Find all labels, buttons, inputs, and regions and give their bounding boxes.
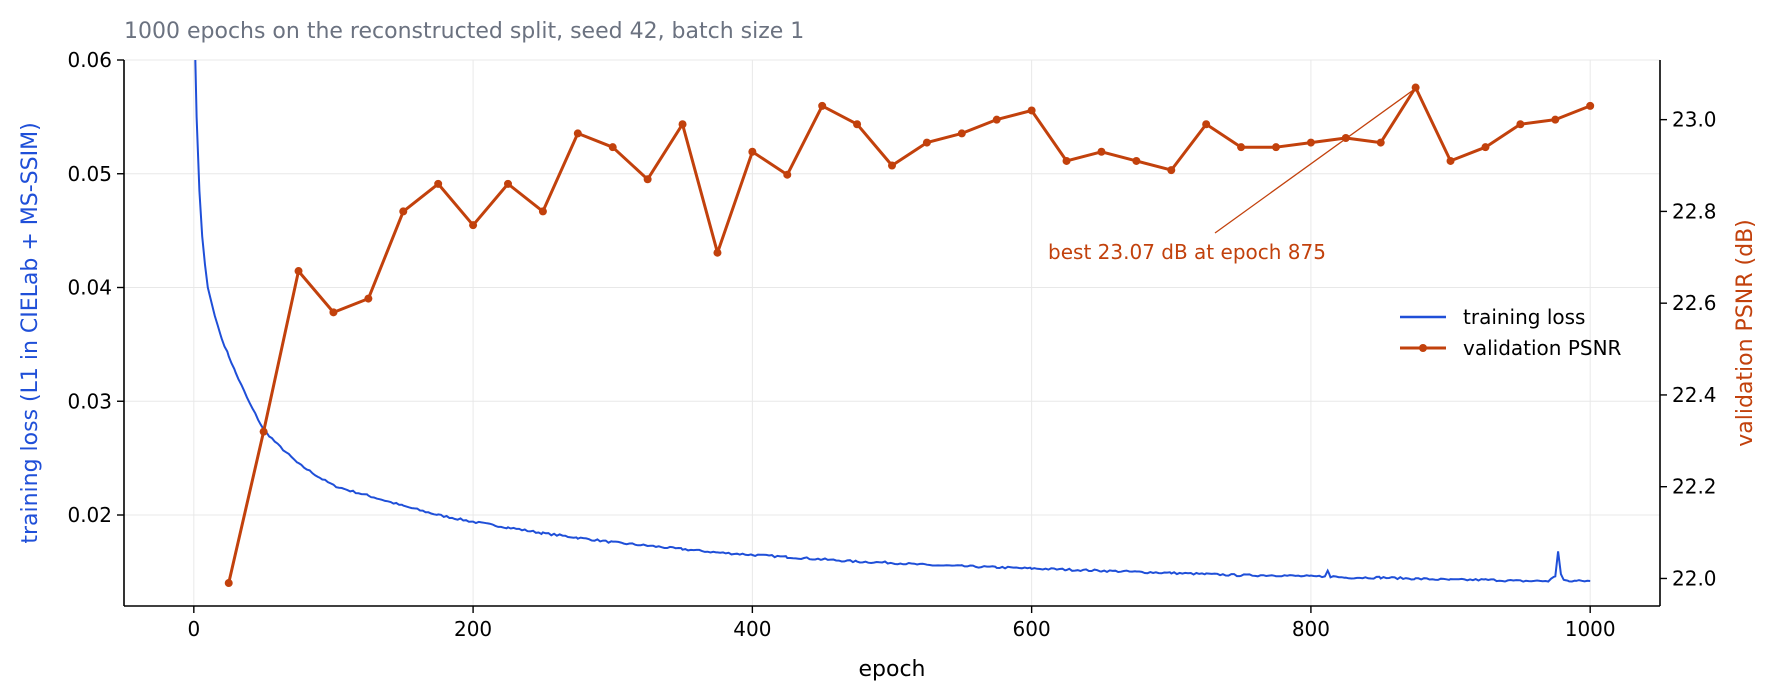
validation-psnr-point	[748, 147, 757, 156]
legend-marker-validation-psnr	[1419, 344, 1427, 352]
validation-psnr-point	[853, 120, 862, 129]
y-right-axis-title: validation PSNR (dB)	[1733, 219, 1758, 447]
annotation-label: best 23.07 dB at epoch 875	[1048, 240, 1326, 264]
training-loss-series	[194, 60, 1591, 583]
x-tick-label: 800	[1292, 617, 1330, 641]
validation-psnr-point	[1411, 83, 1420, 92]
validation-psnr-point	[504, 179, 512, 188]
x-axis-title: epoch	[859, 657, 926, 682]
validation-psnr-line	[227, 86, 1591, 584]
y-right-tick-label: 22.6	[1672, 291, 1717, 315]
x-tick-label: 400	[733, 617, 771, 641]
validation-psnr-point	[957, 129, 966, 138]
validation-psnr-point	[329, 308, 338, 317]
validation-psnr-point	[608, 143, 617, 152]
y-left-tick-label: 0.04	[67, 276, 112, 300]
y-left-tick-label: 0.03	[67, 389, 112, 413]
validation-psnr-point	[1272, 143, 1280, 152]
validation-psnr-point	[259, 427, 268, 436]
y-right-tick-label: 22.4	[1672, 383, 1717, 407]
validation-psnr-point	[992, 115, 1001, 124]
y-left-axis-title: training loss (L1 in CIELab + MS-SSIM)	[18, 122, 43, 543]
y-right-tick-label: 22.0	[1672, 566, 1717, 590]
validation-psnr-point	[399, 207, 408, 216]
legend-label-validation-psnr: validation PSNR	[1463, 336, 1622, 360]
x-tick-label: 200	[454, 617, 492, 641]
x-tick-label: 1000	[1565, 617, 1616, 641]
validation-psnr-point	[294, 267, 303, 276]
legend: training loss validation PSNR	[1400, 305, 1622, 360]
y-left-tick-label: 0.05	[67, 162, 112, 186]
validation-psnr-point	[469, 221, 478, 230]
validation-psnr-point	[1237, 143, 1246, 152]
y-right-tick-label: 22.2	[1672, 475, 1717, 499]
x-tick-label: 600	[1013, 617, 1051, 641]
chart-subtitle: 1000 epochs on the reconstructed split, …	[124, 19, 804, 44]
validation-psnr-point	[1062, 156, 1071, 165]
legend-label-training-loss: training loss	[1463, 305, 1585, 329]
validation-psnr-point	[364, 294, 373, 303]
validation-psnr-point	[678, 120, 687, 129]
validation-psnr-point	[538, 207, 547, 216]
tick-labels: 0 200 400 600 800 1000 0.02 0.03 0.04 0.05 0.06 22.…	[67, 48, 1716, 641]
validation-psnr-series	[224, 83, 1595, 588]
y-left-tick-label: 0.02	[67, 503, 112, 527]
validation-psnr-point	[818, 101, 827, 110]
validation-psnr-point	[573, 129, 582, 138]
validation-psnr-point	[1167, 166, 1176, 175]
y-right-tick-label: 22.8	[1672, 199, 1717, 223]
validation-psnr-point	[783, 170, 792, 179]
validation-psnr-point	[713, 248, 722, 257]
validation-psnr-point	[888, 161, 896, 170]
validation-psnr-point	[1097, 147, 1106, 156]
y-left-tick-label: 0.06	[67, 48, 112, 72]
validation-psnr-point	[1551, 115, 1560, 124]
x-tick-label: 0	[187, 617, 200, 641]
training-loss-line	[194, 60, 1591, 583]
validation-psnr-point	[1481, 143, 1490, 152]
validation-psnr-point	[434, 179, 443, 188]
axes	[117, 59, 1667, 613]
validation-psnr-point	[922, 138, 931, 147]
validation-psnr-point	[643, 175, 652, 184]
validation-psnr-point	[1132, 156, 1141, 165]
validation-psnr-point	[1202, 120, 1211, 129]
validation-psnr-point	[1027, 106, 1036, 115]
validation-psnr-point	[1376, 138, 1385, 147]
validation-psnr-point	[224, 579, 233, 588]
annotation-group: best 23.07 dB at epoch 875	[1048, 90, 1414, 264]
validation-psnr-point	[1516, 120, 1525, 129]
annotation-arrow	[1214, 90, 1414, 234]
validation-psnr-point	[1306, 138, 1315, 147]
validation-psnr-point	[1586, 101, 1595, 110]
validation-psnr-point	[1446, 156, 1455, 165]
y-right-tick-label: 23.0	[1672, 108, 1717, 132]
